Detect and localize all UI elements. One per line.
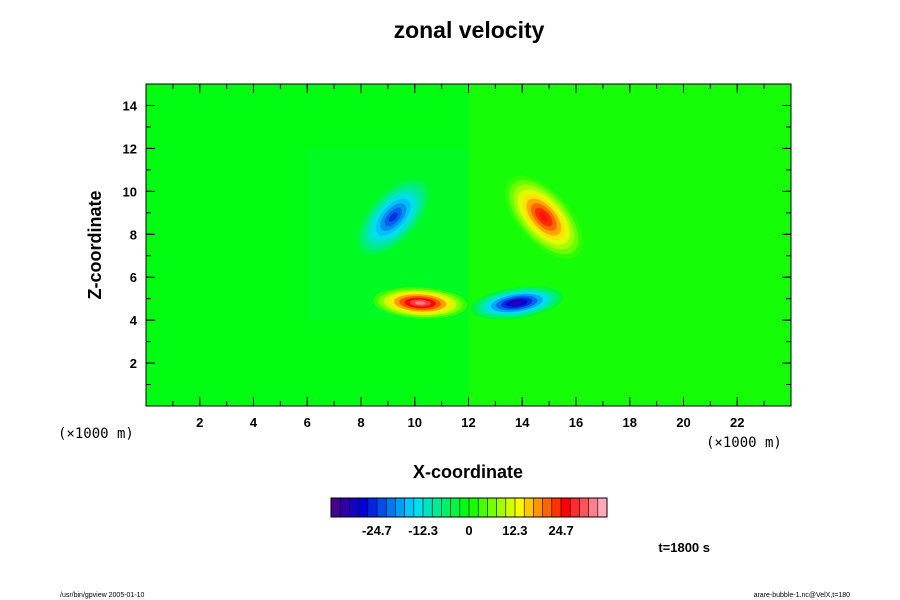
x-tick-label: 14 xyxy=(515,415,530,430)
feature-0 xyxy=(354,175,433,259)
feature-3 xyxy=(470,286,564,320)
field-right-tint xyxy=(468,84,791,406)
x-tick-label: 2 xyxy=(196,415,203,430)
colorbar-swatch xyxy=(404,498,415,517)
colorbar-swatch xyxy=(570,498,580,517)
footer-left: /usr/bin/gpview 2005-01-10 xyxy=(60,592,145,599)
colorbar-swatch xyxy=(515,498,525,517)
footer-right: arare-bubble-1.nc@VelX,t=180 xyxy=(754,592,851,599)
colorbar-tick-label: -24.7 xyxy=(362,523,392,538)
colorbar-tick-label: -12.3 xyxy=(408,523,438,538)
colorbar-swatch xyxy=(505,498,516,517)
colorbar-swatch xyxy=(432,498,442,517)
colorbar-ticks: -24.7 -12.3 0 12.3 24.7 xyxy=(362,523,574,538)
colorbar-swatch xyxy=(459,498,470,517)
y-tick-label: 6 xyxy=(130,270,137,285)
colorbar-swatch xyxy=(386,498,396,517)
x-tick-label: 4 xyxy=(250,415,258,430)
colorbar-tick-label: 12.3 xyxy=(502,523,527,538)
colorbar-swatch xyxy=(524,498,534,517)
colorbar-swatch xyxy=(340,498,350,517)
y-tick-label: 14 xyxy=(123,98,138,113)
x-tick-label: 22 xyxy=(730,415,744,430)
colorbar-swatch xyxy=(413,498,424,517)
colorbar-swatch xyxy=(395,498,406,517)
colorbar-swatch xyxy=(579,498,590,517)
colorbar-tick-label: 24.7 xyxy=(548,523,573,538)
x-tick-label: 20 xyxy=(676,415,690,430)
feature-band xyxy=(539,212,549,222)
feature-band xyxy=(511,301,523,305)
colorbar-swatch xyxy=(478,498,488,517)
colorbar-frame xyxy=(330,497,608,518)
y-tick-label: 4 xyxy=(130,313,138,328)
feature-band xyxy=(388,212,398,222)
x-unit-label-right: (×1000 m) xyxy=(706,435,782,451)
y-tick-label: 12 xyxy=(123,141,137,156)
x-tick-label: 12 xyxy=(461,415,475,430)
colorbar-swatch xyxy=(441,498,452,517)
colorbar xyxy=(331,498,608,517)
y-tick-label: 8 xyxy=(130,227,137,242)
x-tick-label: 18 xyxy=(623,415,637,430)
x-axis-label: X-coordinate xyxy=(413,462,523,482)
y-tick-label: 10 xyxy=(123,184,137,199)
colorbar-swatch xyxy=(377,498,387,517)
time-label: t=1800 s xyxy=(658,540,710,555)
colorbar-swatch xyxy=(533,498,544,517)
feature-band xyxy=(414,301,426,305)
colorbar-tick-label: 0 xyxy=(465,523,472,538)
feature-2 xyxy=(373,287,468,319)
colorbar-swatch xyxy=(561,498,571,517)
velocity-field xyxy=(146,84,791,406)
colorbar-swatch xyxy=(469,498,479,517)
colorbar-swatch xyxy=(588,498,599,517)
feature-1 xyxy=(504,175,583,259)
colorbar-swatch xyxy=(450,498,461,517)
colorbar-swatch xyxy=(597,498,608,517)
y-tick-label: 2 xyxy=(130,356,137,371)
colorbar-swatch xyxy=(331,498,341,517)
y-axis-label: Z-coordinate xyxy=(85,190,105,299)
x-tick-label: 10 xyxy=(408,415,422,430)
colorbar-swatch xyxy=(496,498,507,517)
x-tick-label: 16 xyxy=(569,415,583,430)
colorbar-swatch xyxy=(551,498,562,517)
x-unit-label-left: (×1000 m) xyxy=(58,426,134,442)
colorbar-swatch xyxy=(542,498,553,517)
colorbar-swatch xyxy=(367,498,378,517)
x-tick-label: 8 xyxy=(357,415,364,430)
colorbar-swatch xyxy=(358,498,369,517)
colorbar-swatch xyxy=(349,498,360,517)
x-tick-label: 6 xyxy=(304,415,311,430)
chart-title: zonal velocity xyxy=(394,17,545,43)
colorbar-swatch xyxy=(423,498,433,517)
colorbar-swatch xyxy=(487,498,498,517)
